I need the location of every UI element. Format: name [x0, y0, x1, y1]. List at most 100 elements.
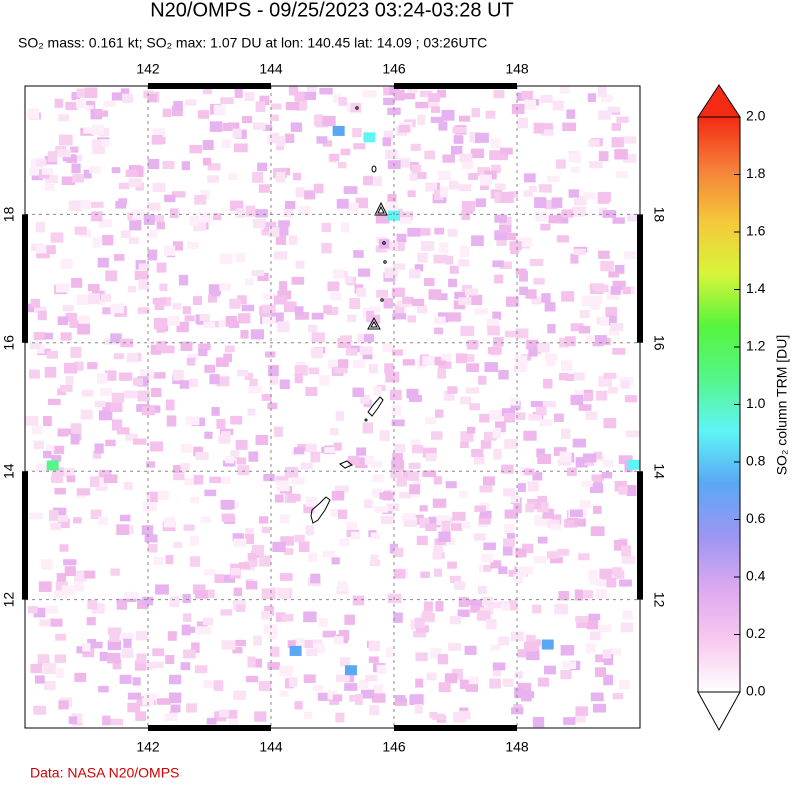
texture-cell [74, 580, 84, 592]
x-tick-label: 148 [505, 61, 529, 77]
texture-cell [612, 280, 626, 291]
texture-cell [483, 476, 495, 486]
texture-cell [123, 638, 132, 648]
texture-cell [603, 372, 617, 379]
texture-cell [209, 121, 223, 132]
texture-cell [494, 183, 506, 190]
texture-cell [127, 692, 142, 700]
texture-cell [460, 246, 470, 257]
texture-cell [385, 371, 400, 383]
texture-cell [202, 140, 214, 150]
texture-cell [593, 451, 603, 460]
texture-cell [448, 278, 458, 288]
texture-cell [51, 467, 64, 477]
texture-cell [384, 201, 398, 213]
texture-cell [343, 186, 358, 194]
texture-cell [489, 678, 501, 689]
texture-cell [535, 211, 547, 222]
texture-cell [375, 213, 390, 224]
texture-cell [333, 636, 344, 645]
texture-cell [538, 184, 552, 193]
texture-cell [370, 306, 381, 313]
texture-cell [543, 665, 556, 675]
texture-cell [233, 587, 243, 597]
texture-cell [515, 328, 529, 339]
texture-cell [183, 524, 195, 531]
texture-cell [519, 237, 532, 248]
texture-cell [89, 476, 100, 487]
texture-cell [97, 257, 109, 268]
texture-cell [45, 605, 59, 614]
texture-cell [615, 171, 628, 178]
texture-cell [86, 617, 96, 626]
texture-cell [280, 514, 290, 524]
texture-cell [534, 514, 547, 526]
texture-cell [176, 321, 189, 333]
texture-cell [560, 645, 575, 656]
texture-cell [347, 455, 360, 466]
texture-cell [595, 335, 608, 345]
texture-cell [300, 462, 313, 470]
texture-cell [357, 333, 370, 344]
texture-cell [98, 516, 108, 525]
texture-cell [416, 625, 429, 633]
texture-cell [413, 171, 427, 179]
texture-cell [459, 710, 471, 720]
texture-cell [235, 439, 248, 450]
texture-cell [82, 642, 91, 652]
texture-cell [403, 516, 418, 527]
texture-cell [235, 639, 247, 647]
texture-cell [574, 517, 584, 526]
texture-cell [483, 564, 492, 572]
texture-cell [31, 425, 43, 435]
texture-cell [383, 97, 395, 106]
texture-cell [380, 515, 395, 525]
texture-cell [425, 523, 437, 532]
texture-cell [292, 172, 301, 181]
texture-cell [90, 509, 102, 520]
texture-cell [407, 315, 416, 323]
texture-cell [221, 513, 235, 522]
texture-cell [393, 612, 403, 623]
texture-cell [374, 506, 389, 513]
texture-cell [461, 285, 473, 293]
texture-cell [485, 110, 496, 119]
texture-cell [62, 304, 74, 312]
texture-cell [133, 377, 143, 386]
texture-cell [387, 107, 401, 115]
texture-cell [158, 490, 169, 500]
texture-cell [225, 456, 235, 464]
texture-cell [280, 536, 294, 546]
texture-cell [291, 477, 305, 485]
texture-cell [579, 310, 590, 319]
texture-cell [25, 416, 39, 426]
texture-cell [373, 176, 382, 187]
x-tick-label: 146 [382, 739, 406, 755]
texture-cell [503, 523, 515, 534]
texture-cell [416, 304, 428, 314]
texture-cell [563, 717, 576, 725]
texture-cell [410, 439, 421, 447]
texture-cell [575, 706, 589, 716]
texture-cell [183, 649, 196, 659]
texture-cell [492, 662, 506, 671]
texture-cell [492, 665, 502, 677]
texture-cell [494, 274, 504, 284]
texture-cell [409, 269, 421, 279]
texture-cell [575, 457, 589, 468]
texture-cell [552, 100, 564, 111]
texture-cell [335, 712, 345, 723]
texture-cell [203, 321, 215, 328]
texture-cell [41, 559, 53, 570]
so2-pixel [627, 459, 640, 470]
texture-cell [162, 161, 175, 170]
texture-cell [477, 585, 487, 595]
texture-cell [437, 293, 448, 301]
texture-cell [464, 645, 477, 655]
texture-cell [229, 298, 241, 308]
texture-cell [197, 626, 212, 635]
texture-cell [209, 476, 223, 484]
texture-cell [537, 453, 552, 465]
texture-cell [160, 345, 175, 354]
texture-cell [179, 380, 190, 389]
